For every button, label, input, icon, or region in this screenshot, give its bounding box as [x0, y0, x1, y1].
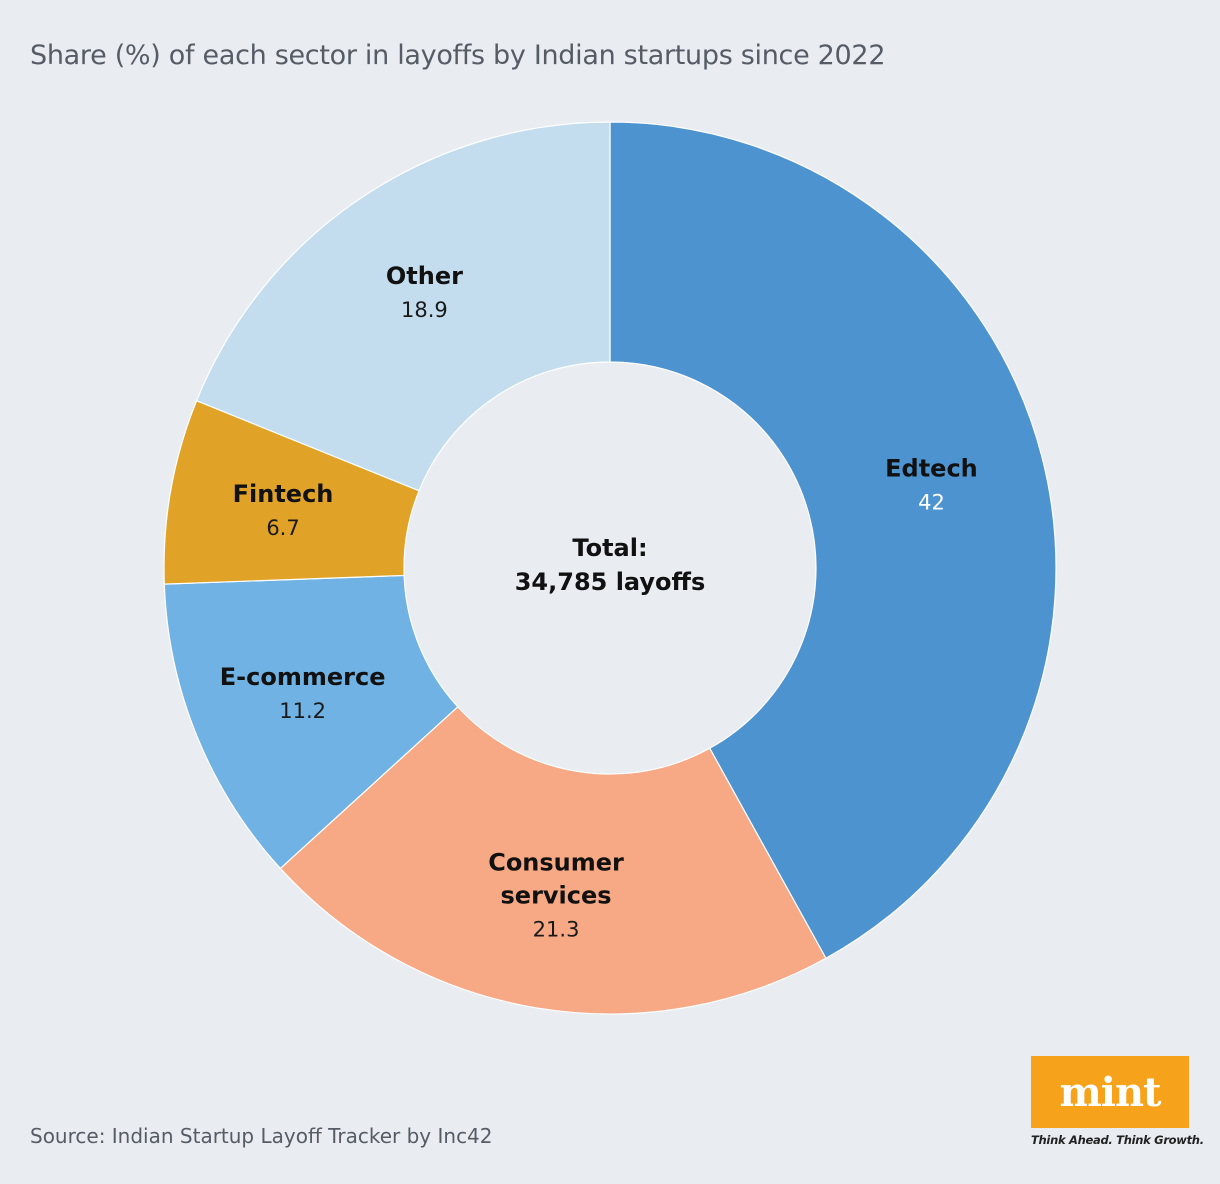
mint-logo-word: mint: [1059, 1068, 1161, 1116]
source-note: Source: Indian Startup Layoff Tracker by…: [30, 1124, 493, 1148]
slice-labels: Edtech 42 Consumer services 21.3 E-commerce 11…: [220, 262, 978, 941]
mint-logo: mint: [1031, 1056, 1189, 1128]
slice-other: [195, 121, 611, 492]
center-label-total: Total:: [572, 534, 647, 562]
slice-label-consumer-services-line2: services: [501, 882, 612, 910]
center-label-count: 34,785 layoffs: [515, 568, 706, 596]
slice-value-fintech: 6.7: [266, 516, 299, 540]
slice-value-consumer-services: 21.3: [533, 918, 580, 942]
center-label: Total: 34,785 layoffs: [515, 534, 706, 596]
donut-slices: [163, 121, 1057, 1015]
slice-e-commerce: [163, 574, 459, 870]
mint-tagline: Think Ahead. Think Growth.: [1031, 1133, 1204, 1147]
slice-label-other: Other: [386, 262, 463, 290]
slice-label-fintech: Fintech: [233, 480, 334, 508]
slice-value-e-commerce: 11.2: [279, 699, 326, 723]
slice-value-other: 18.9: [401, 298, 448, 322]
slice-value-edtech: 42: [918, 491, 945, 515]
slice-consumer-services: [279, 705, 827, 1015]
slice-label-e-commerce: E-commerce: [220, 663, 386, 691]
slice-edtech: [609, 121, 1057, 960]
slice-label-consumer-services-line1: Consumer: [488, 849, 624, 877]
chart-title: Share (%) of each sector in layoffs by I…: [30, 40, 886, 71]
slice-label-edtech: Edtech: [885, 455, 978, 483]
